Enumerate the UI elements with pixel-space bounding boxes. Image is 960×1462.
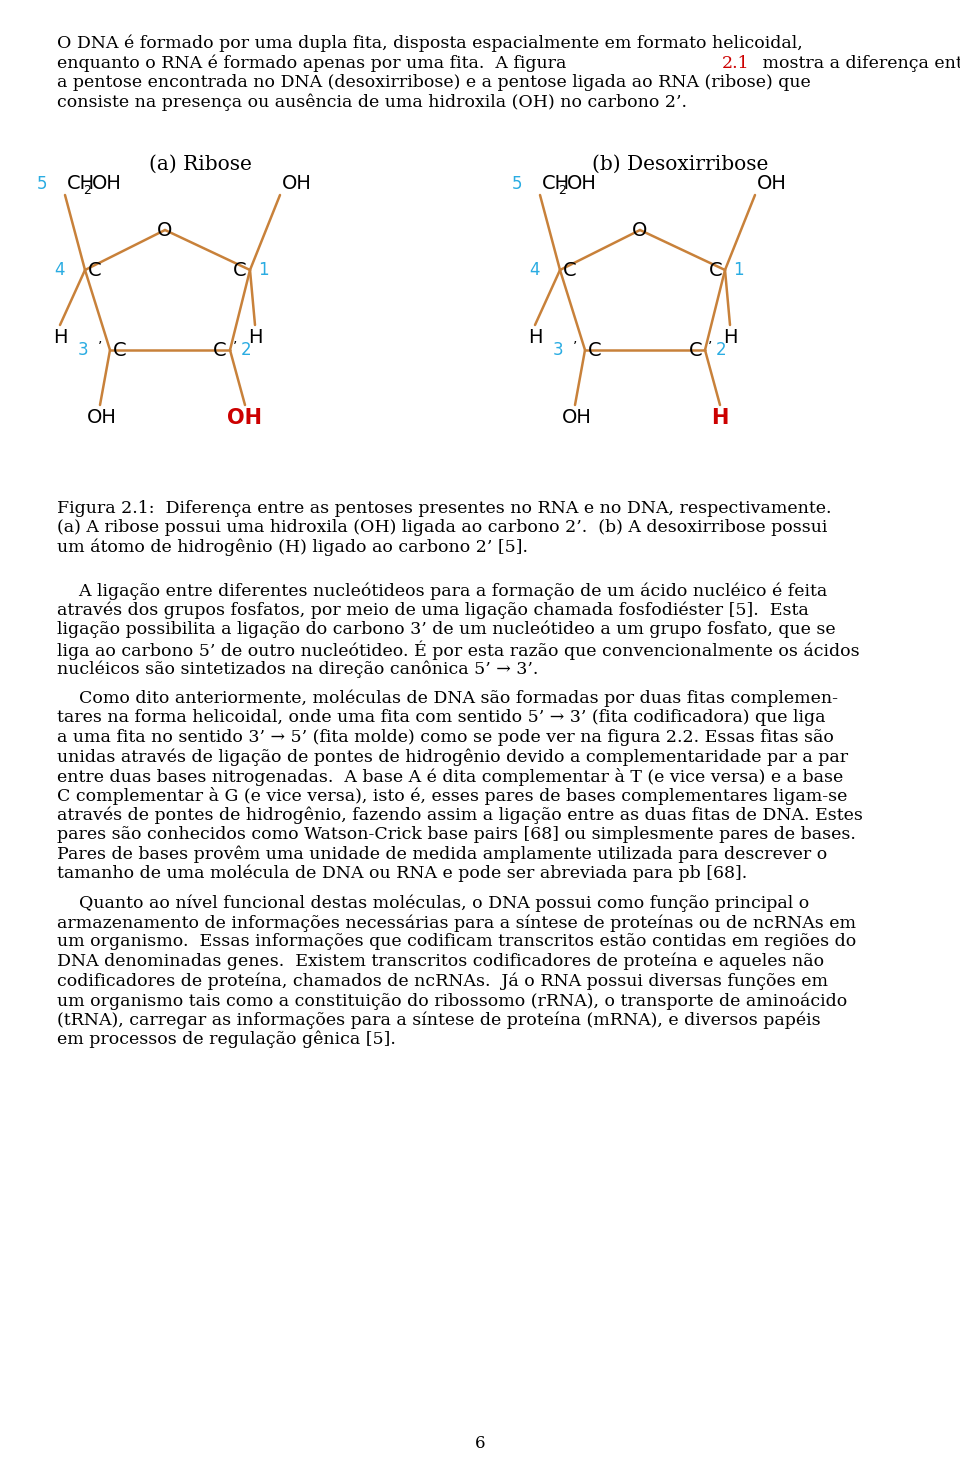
Text: consiste na presença ou ausência de uma hidroxila (OH) no carbono 2’.: consiste na presença ou ausência de uma … bbox=[57, 94, 687, 111]
Text: C: C bbox=[233, 260, 247, 279]
Text: H: H bbox=[711, 408, 729, 428]
Text: 3: 3 bbox=[552, 341, 563, 360]
Text: mostra a diferença entre: mostra a diferença entre bbox=[757, 54, 960, 72]
Text: ’: ’ bbox=[233, 341, 237, 354]
Text: um organismo.  Essas informações que codificam transcritos estão contidas em reg: um organismo. Essas informações que codi… bbox=[57, 934, 856, 950]
Text: C: C bbox=[563, 260, 577, 279]
Text: liga ao carbono 5’ de outro nucleótideo. É por esta razão que convencionalmente : liga ao carbono 5’ de outro nucleótideo.… bbox=[57, 640, 859, 659]
Text: O: O bbox=[633, 221, 648, 240]
Text: Figura 2.1:  Diferença entre as pentoses presentes no RNA e no DNA, respectivame: Figura 2.1: Diferença entre as pentoses … bbox=[57, 500, 831, 518]
Text: 4: 4 bbox=[55, 262, 65, 279]
Text: ’: ’ bbox=[708, 341, 712, 354]
Text: A ligação entre diferentes nucleótideos para a formação de um ácido nucléico é f: A ligação entre diferentes nucleótideos … bbox=[57, 582, 828, 599]
Text: C: C bbox=[213, 341, 227, 360]
Text: DNA denominadas genes.  Existem transcritos codificadores de proteína e aqueles : DNA denominadas genes. Existem transcrit… bbox=[57, 953, 824, 971]
Text: OH: OH bbox=[282, 174, 312, 193]
Text: 2: 2 bbox=[241, 341, 252, 360]
Text: 3: 3 bbox=[78, 341, 88, 360]
Text: CH: CH bbox=[542, 174, 570, 193]
Text: Quanto ao nível funcional destas moléculas, o DNA possui como função principal o: Quanto ao nível funcional destas molécul… bbox=[57, 895, 809, 912]
Text: a pentose encontrada no DNA (desoxirribose) e a pentose ligada ao RNA (ribose) q: a pentose encontrada no DNA (desoxirribo… bbox=[57, 75, 811, 91]
Text: armazenamento de informações necessárias para a síntese de proteínas ou de ncRNA: armazenamento de informações necessárias… bbox=[57, 914, 856, 931]
Text: OH: OH bbox=[92, 174, 122, 193]
Text: ’: ’ bbox=[572, 341, 577, 354]
Text: 2: 2 bbox=[84, 184, 91, 197]
Text: 5: 5 bbox=[36, 175, 47, 193]
Text: C: C bbox=[88, 260, 102, 279]
Text: através de pontes de hidrogênio, fazendo assim a ligação entre as duas fitas de : através de pontes de hidrogênio, fazendo… bbox=[57, 807, 863, 825]
Text: O: O bbox=[157, 221, 173, 240]
Text: OH: OH bbox=[228, 408, 262, 428]
Text: entre duas bases nitrogenadas.  A base A é dita complementar à T (e vice versa) : entre duas bases nitrogenadas. A base A … bbox=[57, 768, 843, 785]
Text: C: C bbox=[588, 341, 602, 360]
Text: OH: OH bbox=[567, 174, 597, 193]
Text: pares são conhecidos como Watson-Crick base pairs [68] ou simplesmente pares de : pares são conhecidos como Watson-Crick b… bbox=[57, 826, 856, 844]
Text: tares na forma helicoidal, onde uma fita com sentido 5’ → 3’ (fita codificadora): tares na forma helicoidal, onde uma fita… bbox=[57, 709, 826, 727]
Text: O DNA é formado por uma dupla fita, disposta espacialmente em formato helicoidal: O DNA é formado por uma dupla fita, disp… bbox=[57, 35, 803, 53]
Text: H: H bbox=[528, 327, 542, 346]
Text: Como dito anteriormente, moléculas de DNA são formadas por duas fitas complemen-: Como dito anteriormente, moléculas de DN… bbox=[57, 690, 838, 708]
Text: unidas através de ligação de pontes de hidrogênio devido a complementaridade par: unidas através de ligação de pontes de h… bbox=[57, 749, 848, 766]
Text: 6: 6 bbox=[475, 1436, 485, 1452]
Text: nucléicos são sintetizados na direção canônica 5’ → 3’.: nucléicos são sintetizados na direção ca… bbox=[57, 659, 539, 677]
Text: um organismo tais como a constituição do ribossomo (rRNA), o transporte de amino: um organismo tais como a constituição do… bbox=[57, 993, 848, 1009]
Text: enquanto o RNA é formado apenas por uma fita.  A figura: enquanto o RNA é formado apenas por uma … bbox=[57, 54, 572, 72]
Text: através dos grupos fosfatos, por meio de uma ligação chamada fosfodiéster [5].  : através dos grupos fosfatos, por meio de… bbox=[57, 601, 808, 618]
Text: 1: 1 bbox=[258, 262, 269, 279]
Text: C: C bbox=[113, 341, 127, 360]
Text: a uma fita no sentido 3’ → 5’ (fita molde) como se pode ver na figura 2.2. Essas: a uma fita no sentido 3’ → 5’ (fita mold… bbox=[57, 728, 834, 746]
Text: 1: 1 bbox=[733, 262, 744, 279]
Text: enquanto o RNA é formado apenas por uma fita.  A figura 2.1 mostra a diferença e: enquanto o RNA é formado apenas por uma … bbox=[57, 54, 824, 72]
Text: (a) Ribose: (a) Ribose bbox=[149, 155, 252, 174]
Text: 5: 5 bbox=[512, 175, 522, 193]
Text: um átomo de hidrogênio (H) ligado ao carbono 2’ [5].: um átomo de hidrogênio (H) ligado ao car… bbox=[57, 539, 528, 557]
Text: OH: OH bbox=[757, 174, 787, 193]
Text: Pares de bases provêm uma unidade de medida amplamente utilizada para descrever : Pares de bases provêm uma unidade de med… bbox=[57, 845, 828, 863]
Text: (a) A ribose possui uma hidroxila (OH) ligada ao carbono 2’.  (b) A desoxirribos: (a) A ribose possui uma hidroxila (OH) l… bbox=[57, 519, 828, 537]
Text: tamanho de uma molécula de DNA ou RNA e pode ser abreviada para pb [68].: tamanho de uma molécula de DNA ou RNA e … bbox=[57, 866, 747, 883]
Text: ligação possibilita a ligação do carbono 3’ de um nucleótideo a um grupo fosfato: ligação possibilita a ligação do carbono… bbox=[57, 621, 835, 639]
Text: H: H bbox=[248, 327, 262, 346]
Text: C: C bbox=[688, 341, 702, 360]
Text: 2: 2 bbox=[558, 184, 566, 197]
Text: (tRNA), carregar as informações para a síntese de proteína (mRNA), e diversos pa: (tRNA), carregar as informações para a s… bbox=[57, 1012, 821, 1029]
Text: 2: 2 bbox=[716, 341, 727, 360]
Text: codificadores de proteína, chamados de ncRNAs.  Já o RNA possui diversas funções: codificadores de proteína, chamados de n… bbox=[57, 972, 828, 990]
Text: OH: OH bbox=[87, 408, 117, 427]
Text: C complementar à G (e vice versa), isto é, esses pares de bases complementares l: C complementar à G (e vice versa), isto … bbox=[57, 787, 848, 806]
Text: H: H bbox=[53, 327, 67, 346]
Text: ’: ’ bbox=[98, 341, 102, 354]
Text: H: H bbox=[723, 327, 737, 346]
Text: OH: OH bbox=[562, 408, 592, 427]
Text: 4: 4 bbox=[530, 262, 540, 279]
Text: CH: CH bbox=[67, 174, 95, 193]
Text: C: C bbox=[708, 260, 722, 279]
Text: em processos de regulação gênica [5].: em processos de regulação gênica [5]. bbox=[57, 1031, 396, 1048]
Text: (b) Desoxirribose: (b) Desoxirribose bbox=[591, 155, 768, 174]
Text: 2.1: 2.1 bbox=[721, 54, 749, 72]
